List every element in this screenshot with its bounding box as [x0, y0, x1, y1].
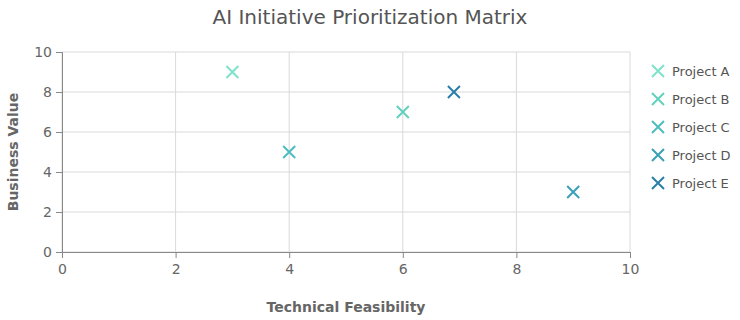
- plot-area: [226, 66, 579, 198]
- legend-label: Project D: [672, 148, 731, 163]
- y-axis-title: Business Value: [5, 93, 21, 212]
- tick: 10: [34, 44, 62, 60]
- grid-line-y: [62, 92, 630, 93]
- axis-line: [63, 253, 631, 259]
- tick-label: 10: [34, 44, 52, 60]
- legend-label: Project E: [672, 176, 729, 191]
- legend-marker: [652, 121, 664, 133]
- tick-label: 2: [43, 204, 52, 220]
- tick: 6: [399, 252, 408, 277]
- tick: 2: [172, 252, 181, 277]
- tick: 4: [43, 164, 62, 180]
- point: [448, 86, 460, 98]
- tick-label: 0: [43, 244, 52, 260]
- legend-marker: [652, 149, 664, 161]
- tick-mark: [176, 252, 177, 258]
- tick-mark: [56, 212, 62, 213]
- tick: 10: [622, 252, 640, 277]
- tick-label: 0: [58, 261, 67, 277]
- tick-mark: [56, 52, 62, 53]
- grid-line-x: [630, 52, 631, 252]
- tick-label: 4: [43, 164, 52, 180]
- tick: 0: [58, 252, 67, 277]
- point: [397, 106, 409, 118]
- tick-label: 8: [512, 261, 521, 277]
- tick: 0: [43, 244, 62, 260]
- legend-entry: Project C: [652, 120, 730, 135]
- tick-label: 2: [172, 261, 181, 277]
- grid-line-x: [516, 52, 517, 252]
- tick-label: 6: [399, 261, 408, 277]
- y-axis: 0 2 4 6 8 10: [34, 44, 62, 260]
- tick-label: 8: [43, 84, 52, 100]
- tick: 4: [285, 252, 294, 277]
- tick-label: 6: [43, 124, 52, 140]
- grid-line-x: [402, 52, 403, 252]
- tick: 8: [512, 252, 521, 277]
- grid-line-y: [62, 132, 630, 133]
- x-axis-title: Technical Feasibility: [267, 299, 426, 315]
- tick-mark: [56, 92, 62, 93]
- axis-line: [56, 53, 63, 253]
- tick-mark: [56, 252, 62, 253]
- legend: Project A Project B Project C Project D Proj…: [652, 64, 731, 191]
- legend-label: Project A: [672, 64, 730, 79]
- title: AI Initiative Prioritization Matrix: [213, 5, 528, 29]
- tick-mark: [289, 252, 290, 258]
- grid-line-y: [62, 212, 630, 213]
- grid-line-y: [62, 52, 630, 53]
- legend-marker: [652, 93, 664, 105]
- tick-mark: [630, 252, 631, 258]
- tick: 8: [43, 84, 62, 100]
- grid-line-x: [175, 52, 176, 252]
- legend-entry: Project E: [652, 176, 729, 191]
- legend-label: Project C: [672, 120, 730, 135]
- tick-mark: [403, 252, 404, 258]
- legend-entry: Project D: [652, 148, 731, 163]
- point: [226, 66, 238, 78]
- chart: 0 2 4 6 8 10 0 2 4 6 8 10 AI Initiative Prioritizati…: [0, 0, 740, 320]
- grid: [62, 52, 630, 252]
- point: [567, 186, 579, 198]
- point: [283, 146, 295, 158]
- tick: 6: [43, 124, 62, 140]
- tick-label: 4: [285, 261, 294, 277]
- tick-mark: [56, 172, 62, 173]
- tick-label: 10: [622, 261, 640, 277]
- legend-label: Project B: [672, 92, 730, 107]
- tick: 2: [43, 204, 62, 220]
- tick-mark: [56, 132, 62, 133]
- legend-marker: [652, 65, 664, 77]
- legend-entry: Project B: [652, 92, 730, 107]
- tick-mark: [516, 252, 517, 258]
- x-axis: 0 2 4 6 8 10: [58, 252, 639, 277]
- legend-marker: [652, 177, 664, 189]
- grid-line-y: [62, 172, 630, 173]
- legend-entry: Project A: [652, 64, 730, 79]
